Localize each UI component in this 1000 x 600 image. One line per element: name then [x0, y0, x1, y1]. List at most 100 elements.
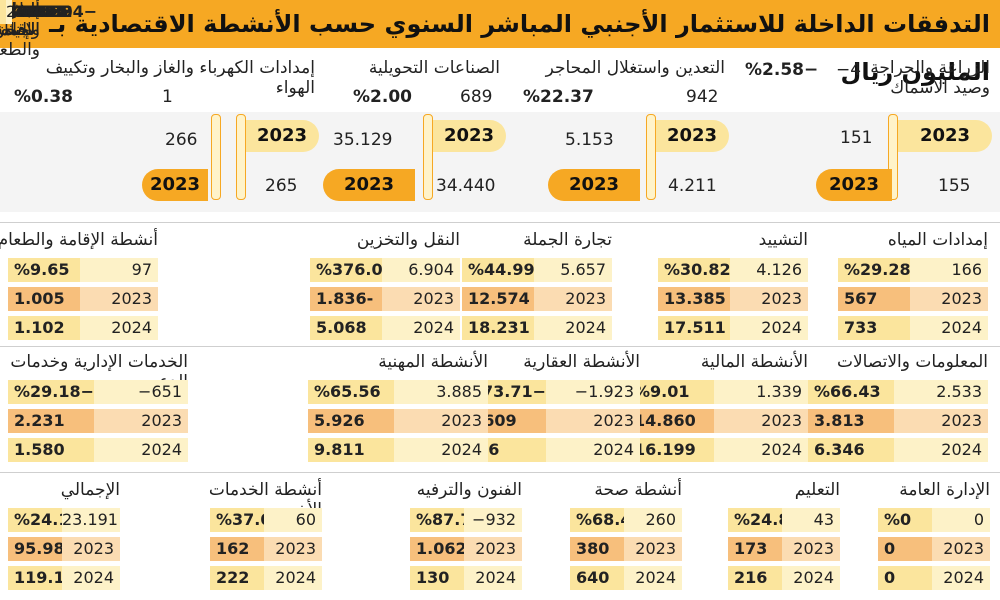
year-pill-2023-dark: 2023: [816, 169, 892, 201]
change-amount: 5.657: [534, 258, 612, 282]
year-label: 2024: [932, 566, 990, 590]
value-2024-row: 640 2024: [570, 566, 682, 590]
year-label: 2024: [534, 316, 612, 340]
year-pill-2023-dark: 2023: [548, 169, 640, 201]
year-label: 2024: [624, 566, 682, 590]
year-label: 2024: [546, 438, 640, 462]
year-label: 2024: [464, 566, 522, 590]
sector-change: 1: [162, 87, 173, 107]
sector-value-2024: 265: [265, 176, 298, 196]
sector-value-2023: 5.153: [565, 130, 614, 150]
change-row: %9.65 97: [8, 258, 158, 282]
year-value: 16.199: [628, 438, 714, 462]
change-amount: 166: [910, 258, 988, 282]
year-label: 2024: [782, 566, 840, 590]
year-label: 2024: [62, 566, 120, 590]
year-pill-2023-dark: 2023: [142, 169, 208, 201]
change-amount: −932: [464, 508, 522, 532]
year-label: 2024: [382, 316, 460, 340]
sector-name: النقل والتخزين: [0, 0, 40, 40]
year-pill-2023: 2023: [245, 120, 319, 152]
year-value: 1.836-: [310, 287, 382, 311]
year-label: 2024: [6, 0, 47, 24]
year-label: 2024: [394, 438, 488, 462]
sector-name: تجارة الجملة: [523, 230, 612, 250]
value-2024-row: 6.346 2024: [808, 438, 988, 462]
year-pill-2023: 2023: [898, 120, 992, 152]
change-amount: 2.533: [894, 380, 988, 404]
year-value: 0: [878, 537, 932, 561]
change-row: %29.28 166: [838, 258, 988, 282]
sector-pct: %0.38: [14, 87, 73, 107]
year-value: 162: [210, 537, 264, 561]
sector-name: النقل والتخزين: [356, 230, 460, 250]
year-value: 380: [570, 537, 624, 561]
sector-value-2023: 151: [840, 128, 873, 148]
sector-pct: %22.37: [523, 87, 594, 107]
change-pct: %24.16: [8, 508, 81, 532]
change-amount: 97: [80, 258, 158, 282]
change-row: %24.16 23.191: [8, 508, 120, 532]
year-value: 130: [410, 566, 464, 590]
change-row: %376.04− 6.904: [310, 258, 460, 282]
value-2023-row: 3.813 2023: [808, 409, 988, 433]
value-2023-row: 173 2023: [728, 537, 840, 561]
value-2023-row: 13.385 2023: [658, 287, 808, 311]
value-2024-row: 733 2024: [838, 316, 988, 340]
change-row: %0 0: [878, 508, 990, 532]
year-label: 2023: [730, 287, 808, 311]
gauge-tube: [423, 114, 433, 200]
change-amount: 3.885: [394, 380, 488, 404]
year-value: 1.005: [8, 287, 80, 311]
change-pct: %37.04: [210, 508, 283, 532]
year-value: 6.346: [808, 438, 894, 462]
change-amount: 60: [264, 508, 322, 532]
change-amount: 4.126: [730, 258, 808, 282]
year-value: 1.580: [8, 438, 94, 462]
sector-name: التشييد: [758, 230, 808, 250]
year-value: 640: [570, 566, 624, 590]
value-2024-row: 119.174 2024: [8, 566, 120, 590]
year-label: 2023: [894, 409, 988, 433]
change-row: %29.18− −651: [8, 380, 188, 404]
year-pill-2023: 2023: [432, 120, 506, 152]
value-2023-row: 162 2023: [210, 537, 322, 561]
sector-name: المعلومات والاتصالات: [836, 352, 988, 372]
change-pct: %9.01: [628, 380, 714, 404]
change-pct: %87.76−: [410, 508, 496, 532]
year-label: 2024: [730, 316, 808, 340]
value-2024-row: 9.811 2024: [308, 438, 488, 462]
value-2023-row: 1.062 2023: [410, 537, 522, 561]
sector-pct: %2.58−: [745, 60, 819, 80]
change-pct: %376.04−: [310, 258, 407, 282]
change-row: %66.43 2.533: [808, 380, 988, 404]
year-value: 9.811: [308, 438, 394, 462]
year-label: 2023: [782, 537, 840, 561]
year-value: 95.983: [8, 537, 76, 561]
change-amount: 43: [782, 508, 840, 532]
year-value: 567: [838, 287, 910, 311]
year-label: 2023: [714, 409, 808, 433]
sector-name: أنشطة صحة: [594, 480, 682, 500]
value-2024-row: 16.199 2024: [628, 438, 808, 462]
sector-value-2024: 4.211: [668, 176, 717, 196]
year-label: 2023: [394, 409, 488, 433]
year-label: 2023: [80, 287, 158, 311]
change-pct: %29.18−: [8, 380, 94, 404]
sector-value-2023: 35.129: [333, 130, 393, 150]
value-2023-row: 2.231 2023: [8, 409, 188, 433]
year-value: 1.062: [410, 537, 467, 561]
sector-name: التعدين واستغلال المحاجر: [545, 58, 725, 78]
year-value: 1.102: [8, 316, 80, 340]
change-row: %68.42 260: [570, 508, 682, 532]
year-label: 2023: [62, 537, 120, 561]
year-label: 2024: [910, 316, 988, 340]
change-pct: %30.82: [658, 258, 731, 282]
year-value: 2.231: [8, 409, 94, 433]
change-pct: %66.43: [808, 380, 894, 404]
sector-name: الإدارة العامة: [899, 480, 990, 500]
year-label: 2023: [382, 287, 460, 311]
change-row: %65.56 3.885: [308, 380, 488, 404]
value-2024-row: 130 2024: [410, 566, 522, 590]
sector-change: 689: [460, 87, 493, 107]
